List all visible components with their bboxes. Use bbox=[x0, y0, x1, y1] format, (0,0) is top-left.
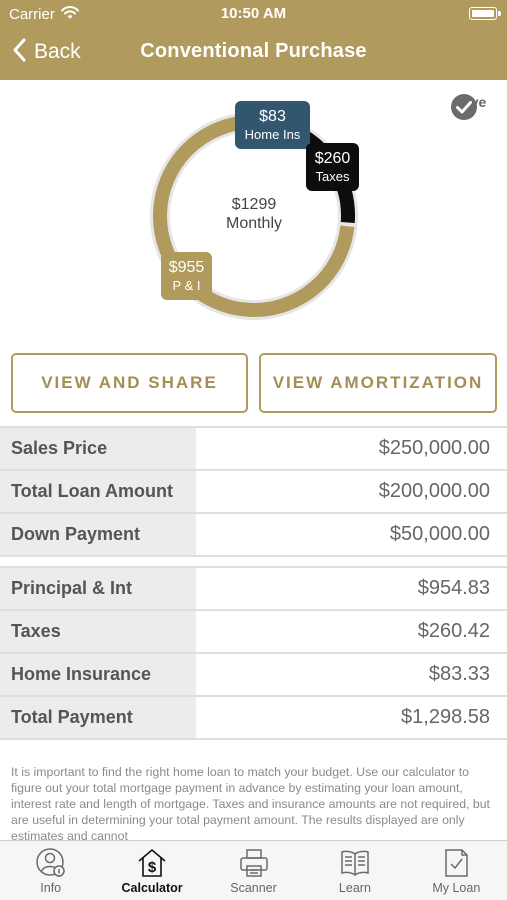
back-label: Back bbox=[34, 40, 81, 63]
tab-info[interactable]: Info bbox=[0, 841, 101, 900]
table-row: Home Insurance $83.33 bbox=[0, 654, 507, 697]
tab-calculator[interactable]: $ Calculator bbox=[101, 841, 202, 900]
table-row: Principal & Int $954.83 bbox=[0, 568, 507, 611]
status-bar: Carrier 10:50 AM bbox=[0, 0, 507, 28]
tab-bar: Info $ Calculator Scanner bbox=[0, 840, 507, 900]
tab-label: My Loan bbox=[432, 881, 481, 895]
svg-text:$: $ bbox=[148, 859, 157, 876]
carrier-label: Carrier bbox=[9, 6, 55, 23]
chart-center-amount: $1299 bbox=[231, 196, 277, 213]
loan-summary-table: Sales Price $250,000.00 Total Loan Amoun… bbox=[0, 426, 507, 557]
tab-scanner[interactable]: Scanner bbox=[203, 841, 304, 900]
row-value[interactable]: $200,000.00 bbox=[196, 471, 507, 512]
page-title: Conventional Purchase bbox=[140, 40, 367, 62]
tab-my-loan[interactable]: My Loan bbox=[406, 841, 507, 900]
wifi-icon bbox=[61, 6, 79, 24]
view-amortization-button[interactable]: VIEW AMORTIZATION bbox=[259, 353, 497, 413]
row-label: Taxes bbox=[0, 611, 196, 652]
row-label: Principal & Int bbox=[0, 568, 196, 609]
payment-summary-table: Principal & Int $954.83 Taxes $260.42 Ho… bbox=[0, 566, 507, 740]
row-value: $1,298.58 bbox=[196, 697, 507, 738]
table-row: Taxes $260.42 bbox=[0, 611, 507, 654]
home-ins-amount: $83 bbox=[259, 108, 286, 125]
tab-learn[interactable]: Learn bbox=[304, 841, 405, 900]
row-value[interactable]: $260.42 bbox=[196, 611, 507, 652]
table-row: Total Loan Amount $200,000.00 bbox=[0, 471, 507, 514]
row-value[interactable]: $83.33 bbox=[196, 654, 507, 695]
status-time: 10:50 AM bbox=[220, 5, 287, 22]
save-button[interactable]: Save bbox=[450, 93, 490, 120]
payment-chart: $1299 Monthly $83 Home Ins $260 Taxes $9… bbox=[0, 80, 507, 342]
row-value[interactable]: $250,000.00 bbox=[196, 428, 507, 469]
home-ins-tag: $83 Home Ins bbox=[235, 101, 310, 149]
row-value[interactable]: $954.83 bbox=[196, 568, 507, 609]
taxes-label: Taxes bbox=[315, 169, 350, 184]
table-row: Total Payment $1,298.58 bbox=[0, 697, 507, 740]
taxes-tag: $260 Taxes bbox=[306, 143, 359, 191]
table-row: Sales Price $250,000.00 bbox=[0, 428, 507, 471]
tab-label: Scanner bbox=[230, 881, 277, 895]
row-label: Sales Price bbox=[0, 428, 196, 469]
back-button[interactable]: Back bbox=[12, 37, 81, 67]
row-label: Home Insurance bbox=[0, 654, 196, 695]
taxes-amount: $260 bbox=[314, 150, 351, 167]
pi-label: P & I bbox=[172, 278, 201, 293]
table-row: Down Payment $50,000.00 bbox=[0, 514, 507, 557]
header: Carrier 10:50 AM Back Conventional Purch… bbox=[0, 0, 507, 80]
home-ins-label: Home Ins bbox=[244, 127, 301, 142]
row-value[interactable]: $50,000.00 bbox=[196, 514, 507, 555]
tab-label: Calculator bbox=[121, 881, 183, 895]
tab-label: Info bbox=[40, 881, 62, 895]
row-label: Down Payment bbox=[0, 514, 196, 555]
row-label: Total Loan Amount bbox=[0, 471, 196, 512]
pi-amount: $955 bbox=[168, 259, 205, 276]
chart-center-label: Monthly bbox=[225, 215, 283, 232]
disclaimer-text: It is important to find the right home l… bbox=[11, 765, 490, 840]
pi-tag: $955 P & I bbox=[161, 252, 212, 300]
battery-icon bbox=[469, 7, 501, 20]
chevron-left-icon bbox=[12, 38, 26, 67]
tab-label: Learn bbox=[338, 881, 371, 895]
row-label: Total Payment bbox=[0, 697, 196, 738]
view-and-share-button[interactable]: VIEW AND SHARE bbox=[11, 353, 248, 413]
